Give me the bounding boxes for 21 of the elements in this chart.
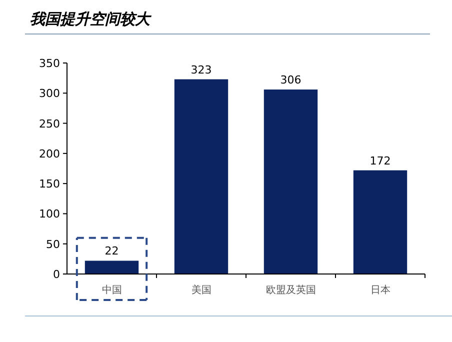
y-tick-label: 250	[39, 117, 60, 130]
x-tick-label: 美国	[191, 284, 212, 296]
data-label: 323	[190, 63, 212, 76]
y-tick-label: 300	[39, 87, 60, 100]
bar	[174, 79, 228, 274]
x-tick-label: 欧盟及英国	[266, 284, 316, 296]
y-tick-label: 50	[46, 238, 60, 251]
bar	[84, 260, 139, 274]
data-label: 306	[280, 74, 302, 87]
data-label: 22	[104, 244, 119, 258]
y-tick-label: 150	[39, 178, 60, 191]
data-label: 172	[370, 154, 391, 168]
y-tick-label: 350	[39, 57, 60, 70]
y-tick-label: 0	[53, 268, 60, 281]
x-tick-label: 中国	[102, 284, 122, 296]
chart-title: 我国提升空间较大	[30, 10, 152, 28]
bar	[264, 90, 318, 274]
x-tick-label: 日本	[370, 284, 390, 296]
y-tick-label: 200	[39, 147, 60, 160]
y-tick-label: 100	[39, 208, 60, 221]
bar	[353, 170, 408, 274]
